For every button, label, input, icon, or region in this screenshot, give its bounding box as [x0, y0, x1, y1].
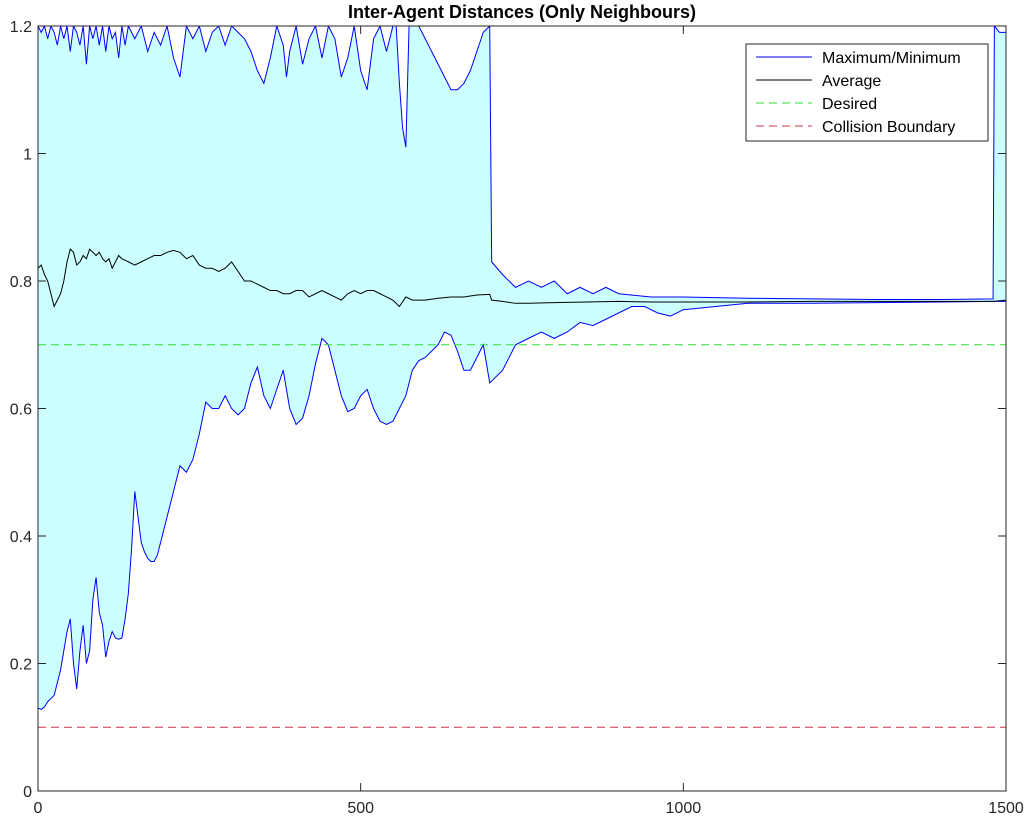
legend-item-average: Average	[756, 73, 881, 90]
y-tick-label: 0.8	[10, 274, 32, 291]
minimum-line	[38, 300, 1006, 710]
plot-area	[37, 25, 1007, 792]
legend-item-desired: Desired	[756, 96, 877, 113]
y-tick-label: 0.4	[10, 529, 32, 546]
legend-item-max-min: Maximum/Minimum	[756, 50, 961, 67]
y-tick-label: 0.6	[10, 402, 32, 419]
legend-item-collision-boundary: Collision Boundary	[756, 119, 955, 136]
average-line	[38, 248, 1006, 308]
legend-label-average: Average	[822, 73, 881, 90]
x-tick-label: 500	[347, 800, 374, 817]
y-tick-label: 1.2	[10, 19, 32, 36]
legend: Maximum/Minimum Average Desired Collisio…	[745, 43, 989, 142]
x-tick-label: 1500	[988, 800, 1024, 817]
chart-title: Inter-Agent Distances (Only Neighbours)	[348, 2, 696, 22]
maximum-line	[38, 26, 1006, 300]
y-tick-label: 0.2	[10, 657, 32, 674]
legend-label-max-min: Maximum/Minimum	[822, 50, 961, 67]
x-axis: 0 500 1000 1500	[34, 26, 1024, 817]
legend-box	[745, 43, 989, 142]
y-tick-label: 0	[23, 784, 32, 801]
legend-label-desired: Desired	[822, 96, 877, 113]
x-tick-label: 0	[34, 800, 43, 817]
max-min-band-fill	[38, 26, 1006, 710]
y-tick-label: 1	[23, 147, 32, 164]
legend-label-collision-boundary: Collision Boundary	[822, 119, 955, 136]
y-axis: 0 0.2 0.4 0.6 0.8 1 1.2	[10, 19, 1006, 801]
x-tick-label: 1000	[666, 800, 702, 817]
